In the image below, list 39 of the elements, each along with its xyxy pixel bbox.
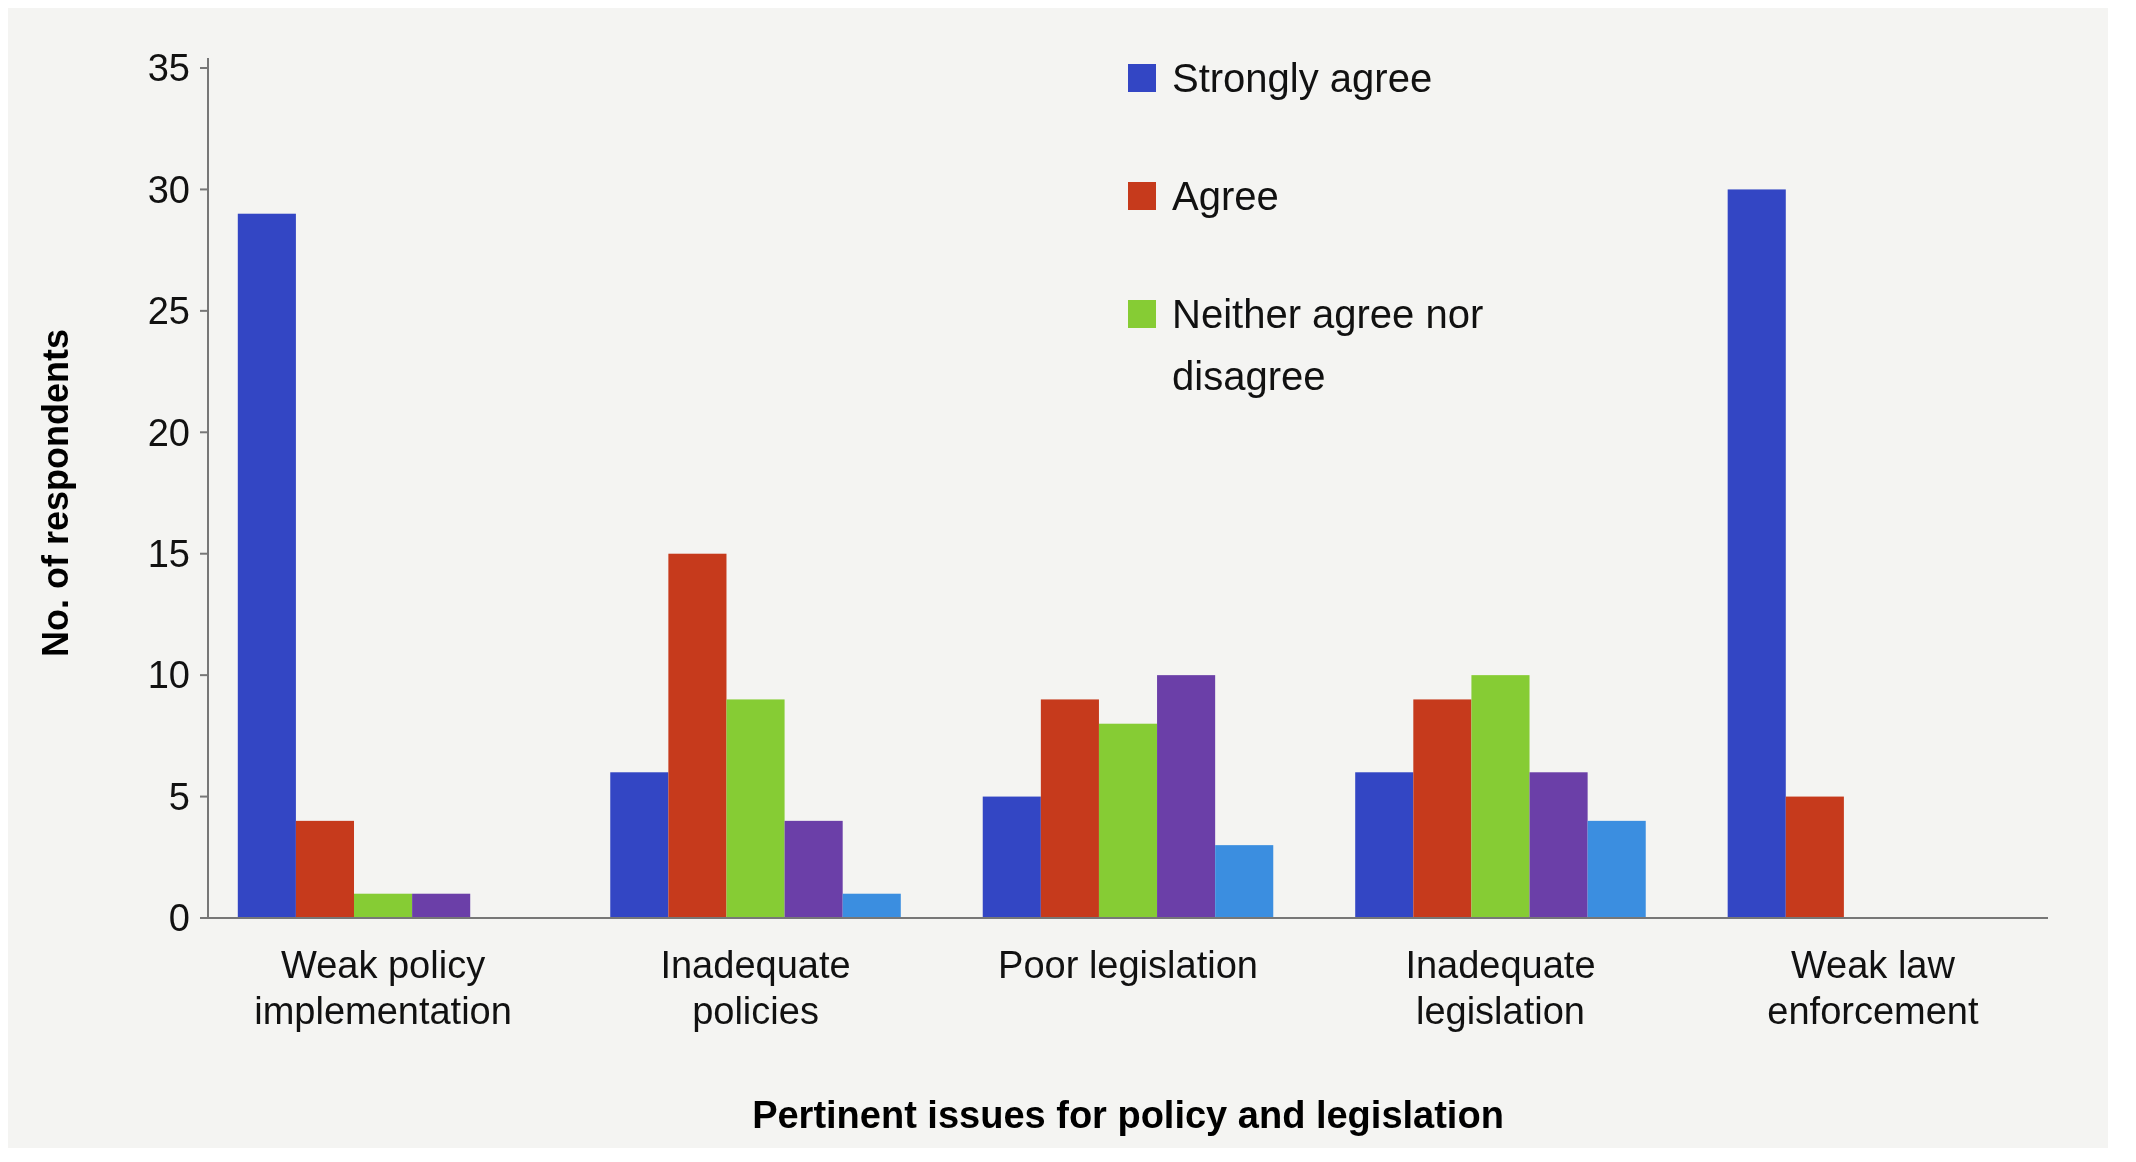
bar (354, 893, 413, 918)
bar (842, 893, 901, 918)
y-tick-label: 35 (147, 47, 190, 90)
bar (982, 796, 1041, 918)
bar (726, 699, 785, 918)
bar (412, 893, 471, 918)
bar (610, 772, 669, 918)
legend-label: Strongly agree (1172, 56, 1433, 100)
bar (1471, 675, 1530, 918)
x-tick-label: Inadequate policies (660, 944, 851, 1032)
y-tick-label: 25 (147, 290, 190, 333)
legend-label: Neither agree nor disagree (1172, 292, 1484, 398)
y-tick-label: 10 (147, 654, 190, 697)
x-tick-label: Inadequate legislation (1405, 944, 1596, 1032)
x-tick-label: Weak law enforcement (1767, 944, 1979, 1032)
bar (1098, 723, 1158, 918)
x-axis-title: Pertinent issues for policy and legislation (752, 1094, 1504, 1136)
bar (668, 553, 727, 918)
y-tick-label: 5 (168, 775, 190, 818)
bar (1215, 845, 1274, 918)
x-tick-label: Poor legislation (998, 944, 1258, 986)
bar (784, 820, 843, 918)
x-tick-label: Weak policy implementation (254, 944, 512, 1032)
y-tick-label: 0 (168, 897, 190, 940)
y-tick-label: 20 (147, 411, 190, 454)
legend-label: Agree (1172, 174, 1279, 218)
bar (1587, 820, 1646, 918)
bar (1413, 699, 1472, 918)
bar (237, 213, 296, 918)
bar (1355, 772, 1414, 918)
bar (1157, 675, 1216, 918)
bar (295, 820, 355, 918)
bar (1727, 189, 1786, 918)
bar (1529, 772, 1588, 918)
y-tick-label: 30 (147, 168, 190, 211)
y-tick-label: 15 (147, 533, 190, 576)
bar (1785, 796, 1844, 918)
y-axis-title: No. of respondents (35, 328, 76, 658)
bar (1040, 699, 1099, 918)
